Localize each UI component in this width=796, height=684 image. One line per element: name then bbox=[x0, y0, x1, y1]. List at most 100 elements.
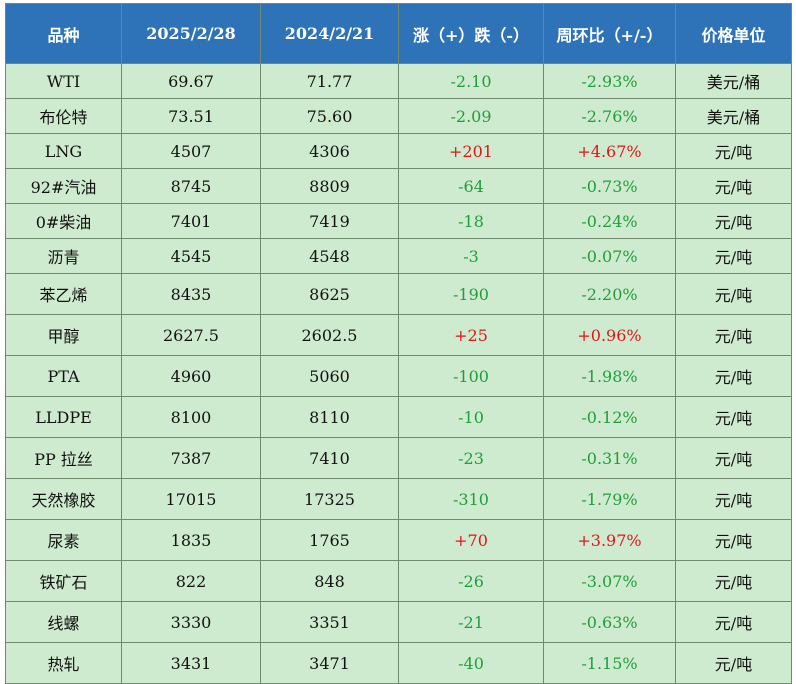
weekly-change-cell: -0.63% bbox=[543, 601, 676, 643]
product-cell: 苯乙烯 bbox=[5, 273, 122, 315]
weekly-change-cell: -1.98% bbox=[543, 355, 676, 397]
weekly-change-cell: -0.12% bbox=[543, 396, 676, 438]
change-cell: -190 bbox=[398, 273, 544, 315]
table-row: 线螺 3330 3351 -21 -0.63% 元/吨 bbox=[5, 601, 792, 643]
unit-cell: 元/吨 bbox=[675, 478, 792, 520]
previous-price-cell: 848 bbox=[260, 560, 399, 602]
product-cell: 线螺 bbox=[5, 601, 122, 643]
product-cell: WTI bbox=[5, 63, 122, 99]
previous-price-cell: 8809 bbox=[260, 168, 399, 204]
unit-cell: 元/吨 bbox=[675, 203, 792, 239]
product-cell: 铁矿石 bbox=[5, 560, 122, 602]
previous-price-cell: 75.60 bbox=[260, 98, 399, 134]
change-cell: -26 bbox=[398, 560, 544, 602]
current-price-cell: 2627.5 bbox=[121, 314, 261, 356]
unit-cell: 元/吨 bbox=[675, 519, 792, 561]
product-cell: PTA bbox=[5, 355, 122, 397]
change-cell: -64 bbox=[398, 168, 544, 204]
unit-cell: 元/吨 bbox=[675, 273, 792, 315]
weekly-change-cell: -0.73% bbox=[543, 168, 676, 204]
change-cell: +201 bbox=[398, 133, 544, 169]
product-cell: 甲醇 bbox=[5, 314, 122, 356]
table-row: PP 拉丝 7387 7410 -23 -0.31% 元/吨 bbox=[5, 437, 792, 479]
unit-cell: 美元/桶 bbox=[675, 98, 792, 134]
change-cell: +25 bbox=[398, 314, 544, 356]
table-row: 尿素 1835 1765 +70 +3.97% 元/吨 bbox=[5, 519, 792, 561]
current-price-cell: 4545 bbox=[121, 238, 261, 274]
weekly-change-cell: -2.93% bbox=[543, 63, 676, 99]
product-cell: LLDPE bbox=[5, 396, 122, 438]
change-cell: -23 bbox=[398, 437, 544, 479]
current-price-cell: 822 bbox=[121, 560, 261, 602]
previous-price-cell: 3471 bbox=[260, 642, 399, 684]
unit-cell: 元/吨 bbox=[675, 642, 792, 684]
table-row: LNG 4507 4306 +201 +4.67% 元/吨 bbox=[5, 133, 792, 169]
previous-price-cell: 7419 bbox=[260, 203, 399, 239]
weekly-change-cell: +3.97% bbox=[543, 519, 676, 561]
table-row: 热轧 3431 3471 -40 -1.15% 元/吨 bbox=[5, 642, 792, 684]
product-cell: LNG bbox=[5, 133, 122, 169]
header-date-current: 2025/2/28 bbox=[121, 3, 261, 64]
weekly-change-cell: -1.79% bbox=[543, 478, 676, 520]
current-price-cell: 4960 bbox=[121, 355, 261, 397]
previous-price-cell: 17325 bbox=[260, 478, 399, 520]
unit-cell: 元/吨 bbox=[675, 238, 792, 274]
unit-cell: 元/吨 bbox=[675, 133, 792, 169]
table-row: 布伦特 73.51 75.60 -2.09 -2.76% 美元/桶 bbox=[5, 98, 792, 134]
change-cell: -3 bbox=[398, 238, 544, 274]
product-cell: 热轧 bbox=[5, 642, 122, 684]
current-price-cell: 69.67 bbox=[121, 63, 261, 99]
table-row: LLDPE 8100 8110 -10 -0.12% 元/吨 bbox=[5, 396, 792, 438]
previous-price-cell: 8110 bbox=[260, 396, 399, 438]
table-row: 92#汽油 8745 8809 -64 -0.73% 元/吨 bbox=[5, 168, 792, 204]
change-cell: -310 bbox=[398, 478, 544, 520]
weekly-change-cell: -2.20% bbox=[543, 273, 676, 315]
previous-price-cell: 4548 bbox=[260, 238, 399, 274]
unit-cell: 元/吨 bbox=[675, 314, 792, 356]
product-cell: 天然橡胶 bbox=[5, 478, 122, 520]
header-price-unit: 价格单位 bbox=[675, 3, 792, 64]
weekly-change-cell: -0.24% bbox=[543, 203, 676, 239]
current-price-cell: 4507 bbox=[121, 133, 261, 169]
product-cell: 92#汽油 bbox=[5, 168, 122, 204]
previous-price-cell: 5060 bbox=[260, 355, 399, 397]
change-cell: -2.09 bbox=[398, 98, 544, 134]
change-cell: -10 bbox=[398, 396, 544, 438]
table-row: 苯乙烯 8435 8625 -190 -2.20% 元/吨 bbox=[5, 273, 792, 315]
header-weekly-change: 周环比（+/-） bbox=[543, 3, 676, 64]
current-price-cell: 17015 bbox=[121, 478, 261, 520]
weekly-change-cell: -2.76% bbox=[543, 98, 676, 134]
product-cell: 布伦特 bbox=[5, 98, 122, 134]
unit-cell: 元/吨 bbox=[675, 355, 792, 397]
previous-price-cell: 1765 bbox=[260, 519, 399, 561]
table-row: 天然橡胶 17015 17325 -310 -1.79% 元/吨 bbox=[5, 478, 792, 520]
previous-price-cell: 8625 bbox=[260, 273, 399, 315]
table-row: 甲醇 2627.5 2602.5 +25 +0.96% 元/吨 bbox=[5, 314, 792, 356]
unit-cell: 元/吨 bbox=[675, 396, 792, 438]
change-cell: -40 bbox=[398, 642, 544, 684]
product-cell: 沥青 bbox=[5, 238, 122, 274]
header-date-previous: 2024/2/21 bbox=[260, 3, 399, 64]
table-row: 0#柴油 7401 7419 -18 -0.24% 元/吨 bbox=[5, 203, 792, 239]
weekly-change-cell: +4.67% bbox=[543, 133, 676, 169]
unit-cell: 元/吨 bbox=[675, 601, 792, 643]
weekly-change-cell: -0.31% bbox=[543, 437, 676, 479]
unit-cell: 元/吨 bbox=[675, 560, 792, 602]
unit-cell: 元/吨 bbox=[675, 168, 792, 204]
unit-cell: 元/吨 bbox=[675, 437, 792, 479]
current-price-cell: 3330 bbox=[121, 601, 261, 643]
current-price-cell: 8100 bbox=[121, 396, 261, 438]
table-row: WTI 69.67 71.77 -2.10 -2.93% 美元/桶 bbox=[5, 63, 792, 99]
unit-cell: 美元/桶 bbox=[675, 63, 792, 99]
current-price-cell: 73.51 bbox=[121, 98, 261, 134]
product-cell: PP 拉丝 bbox=[5, 437, 122, 479]
header-product: 品种 bbox=[5, 3, 122, 64]
header-row: 品种 2025/2/28 2024/2/21 涨（+）跌（-） 周环比（+/-）… bbox=[5, 3, 792, 64]
change-cell: -18 bbox=[398, 203, 544, 239]
previous-price-cell: 7410 bbox=[260, 437, 399, 479]
current-price-cell: 7401 bbox=[121, 203, 261, 239]
table-row: PTA 4960 5060 -100 -1.98% 元/吨 bbox=[5, 355, 792, 397]
change-cell: -100 bbox=[398, 355, 544, 397]
current-price-cell: 3431 bbox=[121, 642, 261, 684]
current-price-cell: 7387 bbox=[121, 437, 261, 479]
